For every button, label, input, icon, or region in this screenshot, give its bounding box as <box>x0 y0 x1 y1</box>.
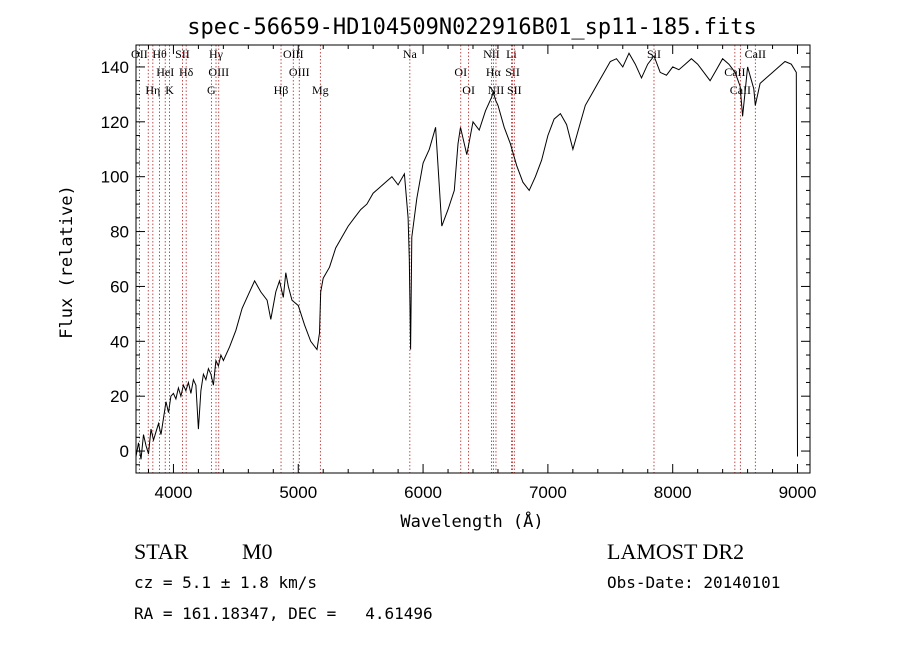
y-axis-label: Flux (relative) <box>57 185 77 339</box>
marker-label: SII <box>505 65 520 79</box>
marker-label: Hη <box>145 83 160 97</box>
spectrum-line <box>135 52 798 460</box>
series-layer <box>135 52 798 460</box>
plot-frame <box>135 44 811 474</box>
marker-label: Hδ <box>179 65 194 79</box>
marker-label: OII <box>131 47 148 61</box>
marker-label: Hγ <box>209 47 224 61</box>
marker-label: OI <box>462 83 475 97</box>
spectral-line-markers: OIIHηHθHeIKSIIHδGHγOIIIHβOIIIOIIIMgNaOIO… <box>131 45 766 473</box>
x-tick-label: 5000 <box>279 483 317 502</box>
marker-label: Mg <box>312 83 329 97</box>
object-class: STAR <box>134 539 189 564</box>
y-tick-label: 60 <box>110 277 129 296</box>
marker-label: Hβ <box>274 83 289 97</box>
marker-label: OIII <box>289 65 310 79</box>
x-tick-label: 9000 <box>779 483 817 502</box>
chart-title: spec-56659-HD104509N022916B01_sp11-185.f… <box>187 15 757 40</box>
marker-label: OI <box>454 65 467 79</box>
x-axis-label: Wavelength (Å) <box>400 510 543 532</box>
marker-label: NII <box>483 47 500 61</box>
y-tick-label: 80 <box>110 223 129 242</box>
marker-label: OIII <box>283 47 304 61</box>
marker-label: NII <box>488 83 505 97</box>
marker-label: K <box>165 83 174 97</box>
x-tick-label: 4000 <box>155 483 193 502</box>
marker-label: HeI <box>156 65 174 79</box>
x-tick-label: 6000 <box>404 483 442 502</box>
redshift-cz: cz = 5.1 ± 1.8 km/s <box>134 573 318 592</box>
object-subclass: M0 <box>242 539 273 564</box>
y-tick-label: 0 <box>120 442 129 461</box>
x-tick-label: 8000 <box>654 483 692 502</box>
marker-label: CaII <box>745 47 766 61</box>
axes: 4000 5000 6000 7000 8000 9000 0 20 40 60 80 100 120 1… <box>101 44 817 502</box>
y-tick-label: 40 <box>110 332 129 351</box>
survey-name: LAMOST DR2 <box>607 539 745 564</box>
marker-label: SII <box>507 83 522 97</box>
y-tick-label: 140 <box>101 58 129 77</box>
y-tick-label: 120 <box>101 113 129 132</box>
ra-dec: RA = 161.18347, DEC = 4.61496 <box>134 604 433 623</box>
obs-date: Obs-Date: 20140101 <box>607 573 781 592</box>
y-tick-label: 100 <box>101 168 129 187</box>
y-tick-label: 20 <box>110 387 129 406</box>
marker-label: Na <box>403 47 418 61</box>
marker-label: SII <box>175 47 190 61</box>
marker-label: SiI <box>647 47 661 61</box>
marker-label: Hθ <box>152 47 167 61</box>
marker-label: G <box>207 83 216 97</box>
x-tick-label: 7000 <box>529 483 567 502</box>
marker-label: Li <box>506 47 517 61</box>
marker-label: OIII <box>208 65 229 79</box>
marker-label: Hα <box>486 65 502 79</box>
